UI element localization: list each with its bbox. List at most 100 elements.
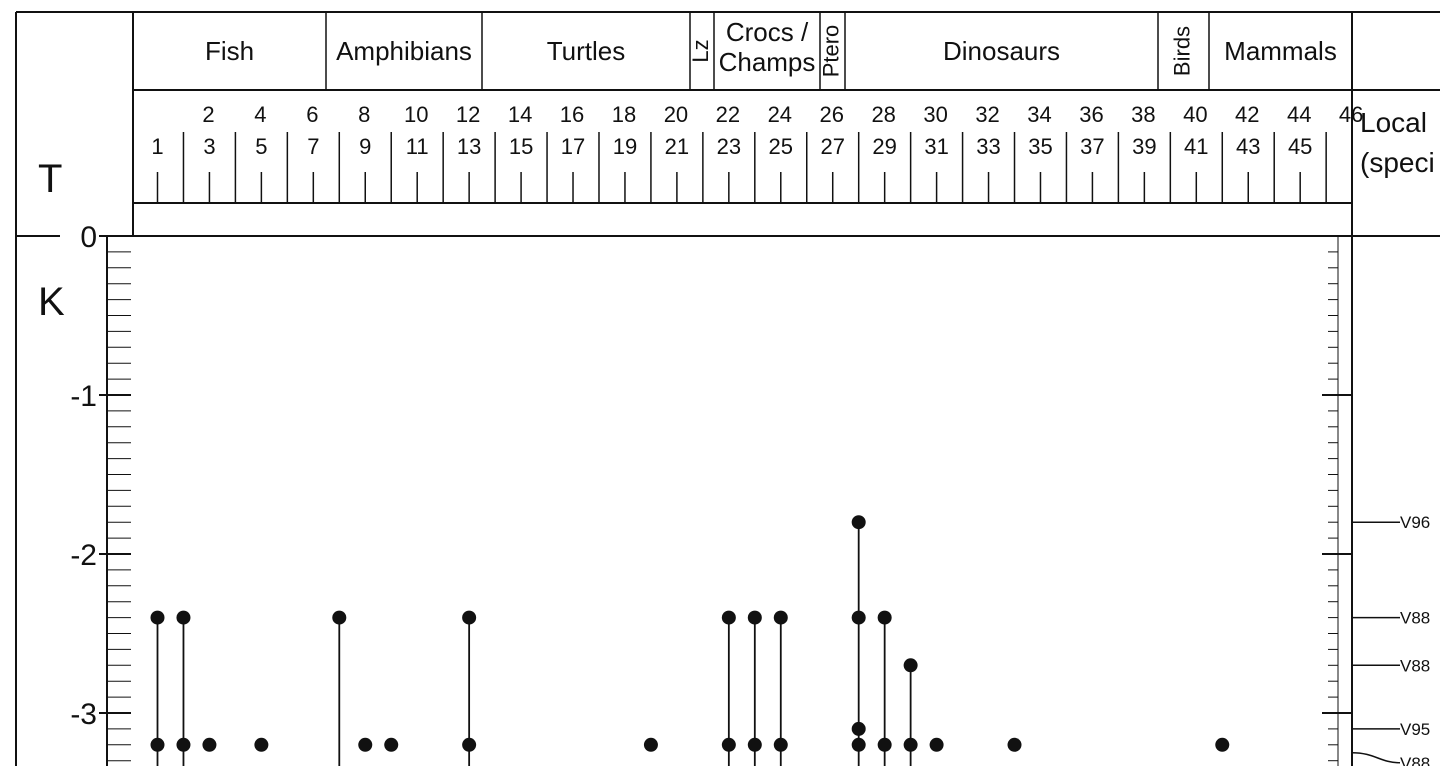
occurrence-point <box>851 515 866 530</box>
taxon-tick-label: 29 <box>872 134 896 159</box>
occurrence-point <box>176 737 191 752</box>
taxon-tick-label: 6 <box>306 102 318 127</box>
y-axis: 0 -1 -2 -3 <box>70 221 1352 766</box>
y-tick-label: -3 <box>70 698 97 731</box>
taxon-tick-label: 14 <box>508 102 532 127</box>
occurrence-point <box>747 737 762 752</box>
occurrence-point <box>903 737 918 752</box>
locality-label: V88 <box>1400 609 1430 628</box>
taxon-tick-label: 13 <box>457 134 481 159</box>
taxon-number-scale: 2 4 6 8 10 12 14 16 18 20 22 24 26 28 30 32 34 36 38 40 42 44… <box>151 102 1363 203</box>
occurrence-point <box>721 737 736 752</box>
occurrence-point <box>773 610 788 625</box>
taxon-tick-label: 16 <box>560 102 584 127</box>
taxon-tick-label: 44 <box>1287 102 1311 127</box>
taxon-tick-label: 2 <box>202 102 214 127</box>
taxon-tick-label: 24 <box>768 102 792 127</box>
locality-column: Local (speci V96 V88 V88 V95 V88 <box>1351 107 1435 766</box>
taxon-tick-label: 41 <box>1184 134 1208 159</box>
occurrence-point <box>462 737 477 752</box>
taxon-tick-label: 11 <box>406 134 429 159</box>
taxon-group-header: Fish Amphibians Turtles Lz Crocs / Champs Pter… <box>205 12 1337 90</box>
taxon-tick-label: 9 <box>359 134 371 159</box>
taxon-tick-label: 1 <box>151 134 163 159</box>
occurrence-point <box>851 610 866 625</box>
occurrence-point <box>202 737 217 752</box>
chart-frame <box>15 11 1440 766</box>
occurrence-point <box>643 737 658 752</box>
y-tick-label: -2 <box>70 539 97 572</box>
taxon-tick-label: 40 <box>1183 102 1207 127</box>
taxon-tick-label: 23 <box>717 134 741 159</box>
occurrence-point <box>851 721 866 736</box>
taxon-tick-label: 42 <box>1235 102 1259 127</box>
taxon-tick-label: 30 <box>923 102 947 127</box>
taxon-tick-label: 12 <box>456 102 480 127</box>
taxon-tick-label: 35 <box>1028 134 1052 159</box>
occurrence-point <box>176 610 191 625</box>
taxon-tick-label: 26 <box>820 102 844 127</box>
taxon-tick-label: 25 <box>769 134 793 159</box>
occurrence-point <box>903 658 918 673</box>
taxon-tick-label: 7 <box>307 134 319 159</box>
occurrence-point <box>773 737 788 752</box>
range-lines <box>156 522 912 766</box>
occurrence-point <box>929 737 944 752</box>
boundary-label-k: K <box>38 280 65 324</box>
occurrence-point <box>254 737 269 752</box>
taxon-tick-label: 19 <box>613 134 637 159</box>
group-label: Fish <box>205 36 254 66</box>
occurrence-point <box>462 610 477 625</box>
taxon-tick-label: 38 <box>1131 102 1155 127</box>
taxon-tick-label: 37 <box>1080 134 1104 159</box>
boundary-label-t: T <box>38 157 62 201</box>
taxon-tick-label: 31 <box>924 134 948 159</box>
taxon-tick-label: 28 <box>871 102 895 127</box>
group-label: Ptero <box>818 25 843 78</box>
taxon-tick-label: 3 <box>203 134 215 159</box>
taxon-tick-label: 27 <box>820 134 844 159</box>
taxon-tick-label: 32 <box>975 102 999 127</box>
taxon-tick-label: 34 <box>1027 102 1051 127</box>
occurrence-point <box>150 610 165 625</box>
taxon-tick-label: 17 <box>561 134 585 159</box>
occurrence-point <box>747 610 762 625</box>
taxon-tick-label: 20 <box>664 102 688 127</box>
taxon-tick-label: 46 <box>1339 102 1363 127</box>
taxon-tick-label: 5 <box>255 134 267 159</box>
group-label: Turtles <box>547 36 626 66</box>
taxon-tick-label: 15 <box>509 134 533 159</box>
taxon-tick-label: 39 <box>1132 134 1156 159</box>
taxon-tick-label: 18 <box>612 102 636 127</box>
locality-header: Local (speci <box>1360 107 1435 178</box>
locality-label: V88 <box>1400 754 1430 766</box>
taxon-tick-label: 21 <box>665 134 689 159</box>
group-label: Dinosaurs <box>943 36 1060 66</box>
taxon-tick-label: 10 <box>404 102 428 127</box>
occurrence-point <box>150 737 165 752</box>
occurrence-point <box>877 737 892 752</box>
y-tick-label: 0 <box>80 221 97 254</box>
occurrence-point <box>384 737 399 752</box>
group-label: Lz <box>688 39 713 62</box>
y-tick-label: -1 <box>70 380 97 413</box>
occurrence-point <box>1007 737 1022 752</box>
occurrence-points <box>150 515 1230 752</box>
occurrence-point <box>721 610 736 625</box>
taxon-tick-label: 8 <box>358 102 370 127</box>
group-label: Amphibians <box>336 36 472 66</box>
occurrence-point <box>332 610 347 625</box>
occurrence-point <box>1215 737 1230 752</box>
occurrence-point <box>851 737 866 752</box>
group-label: Mammals <box>1224 36 1337 66</box>
locality-label: V88 <box>1400 656 1430 675</box>
occurrence-point <box>877 610 892 625</box>
taxon-tick-label: 22 <box>716 102 740 127</box>
taxon-tick-label: 36 <box>1079 102 1103 127</box>
group-label: Birds <box>1169 26 1194 76</box>
taxon-tick-label: 4 <box>254 102 266 127</box>
locality-label: V95 <box>1400 720 1430 739</box>
locality-leader <box>1351 752 1401 764</box>
occurrence-point <box>358 737 373 752</box>
